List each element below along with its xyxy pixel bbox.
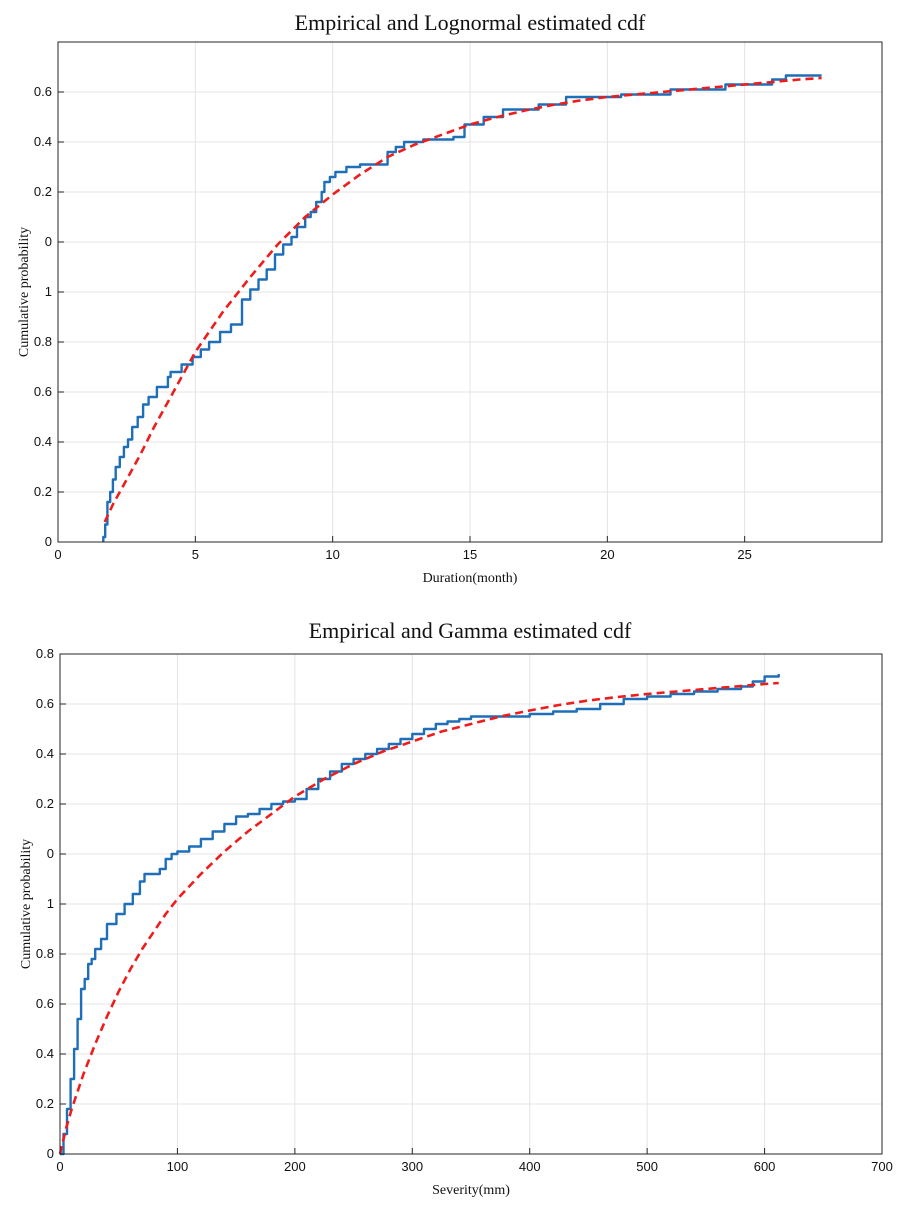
- y-tick-label: 0.4: [36, 746, 54, 761]
- x-tick-label: 200: [284, 1159, 306, 1174]
- x-tick-label: 25: [737, 547, 751, 562]
- x-tick-label: 400: [519, 1159, 541, 1174]
- y-tick-label: 0: [47, 846, 54, 861]
- empirical-cdf-line: [60, 674, 780, 1156]
- y-tick-label: 0.8: [36, 946, 54, 961]
- chart-title: Empirical and Gamma estimated cdf: [309, 618, 632, 643]
- x-axis-label: Severity(mm): [432, 1183, 510, 1198]
- y-axis-label: Cumulative probability: [17, 227, 32, 357]
- x-tick-label: 600: [754, 1159, 776, 1174]
- grid: [60, 654, 883, 1154]
- x-tick-label: 20: [600, 547, 614, 562]
- x-tick-label: 10: [325, 547, 339, 562]
- fitted-cdf-line: [58, 681, 779, 1155]
- y-tick-label: 0.4: [34, 134, 52, 149]
- chart-title: Empirical and Lognormal estimated cdf: [295, 10, 646, 35]
- x-tick-label: 500: [636, 1159, 658, 1174]
- y-tick-label: 0.2: [34, 184, 52, 199]
- axis-ticks: 0 100 200 300 400 500 600 700 0 0.2 0.4 0.6 0.8 1 0 0.2…: [36, 646, 893, 1174]
- y-tick-label: 0.2: [36, 796, 54, 811]
- x-axis-label: Duration(month): [423, 571, 518, 586]
- y-tick-label: 0.2: [36, 1096, 54, 1111]
- y-axis-label: Cumulative probability: [19, 839, 34, 969]
- fitted-cdf-line: [103, 76, 822, 523]
- grid: [58, 42, 882, 542]
- y-tick-label: 1: [45, 284, 52, 299]
- x-tick-label: 0: [54, 547, 61, 562]
- y-tick-label: 0.6: [36, 996, 54, 1011]
- y-tick-label: 0: [47, 1146, 54, 1161]
- series-group: [58, 674, 780, 1156]
- series-group: [102, 74, 822, 542]
- y-tick-label: 0.2: [34, 484, 52, 499]
- y-tick-label: 0.8: [36, 646, 54, 661]
- chart-gamma: Empirical and Gamma estimated cdf 0 100 20…: [19, 618, 893, 1198]
- y-tick-label: 0.6: [34, 384, 52, 399]
- y-tick-label: 0: [45, 234, 52, 249]
- y-tick-label: 0.4: [34, 434, 52, 449]
- chart-lognormal: Empirical and Lognormal estimated cdf 0 5…: [17, 10, 883, 586]
- x-tick-label: 700: [871, 1159, 893, 1174]
- empirical-cdf-line: [102, 74, 822, 542]
- y-tick-label: 0.6: [34, 84, 52, 99]
- y-tick-label: 0.4: [36, 1046, 54, 1061]
- chart-gamma-panel: Empirical and Gamma estimated cdf 0 100 20…: [0, 606, 908, 1211]
- x-tick-label: 300: [401, 1159, 423, 1174]
- x-tick-label: 5: [192, 547, 199, 562]
- x-tick-label: 100: [167, 1159, 189, 1174]
- x-tick-label: 15: [463, 547, 477, 562]
- y-tick-label: 0.6: [36, 696, 54, 711]
- chart-lognormal-panel: Empirical and Lognormal estimated cdf 0 5…: [0, 0, 908, 600]
- y-tick-label: 0.8: [34, 334, 52, 349]
- y-tick-label: 1: [47, 896, 54, 911]
- x-tick-label: 0: [56, 1159, 63, 1174]
- y-tick-label: 0: [45, 534, 52, 549]
